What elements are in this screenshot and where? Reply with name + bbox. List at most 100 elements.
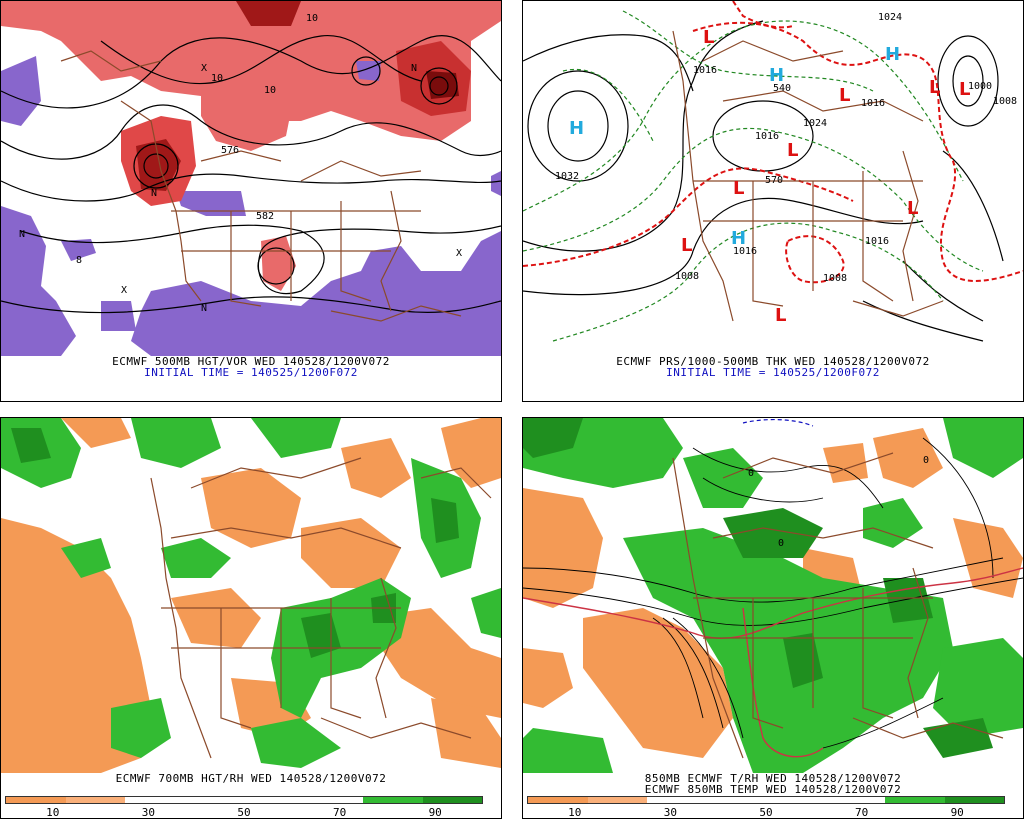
vort-label: 8 xyxy=(76,255,82,266)
colorbar-swatch xyxy=(303,797,363,803)
colorbar-swatch xyxy=(65,797,125,803)
colorbar-tick-label: 30 xyxy=(663,806,678,819)
colorbar-ticks: 10 30 50 70 90 xyxy=(5,806,483,818)
vort-label: N xyxy=(19,229,25,240)
colorbar-swatch xyxy=(6,797,66,803)
neg-vort-area xyxy=(1,206,76,356)
vort-label: X xyxy=(201,63,207,74)
vort-label: N xyxy=(151,188,157,199)
panel-pressure-thickness: 1032 1016 1016 1016 1024 1008 1008 1016 … xyxy=(522,0,1024,402)
panel-subcaption: INITIAL TIME = 140525/1200F072 xyxy=(144,366,358,379)
isobar-label: 1016 xyxy=(865,236,889,247)
panel-caption: ECMWF 500MB HGT/VOR WED 140528/1200V072 xyxy=(112,355,390,368)
rh-colorbar xyxy=(5,796,483,804)
high-pressure-icon: H xyxy=(769,65,784,86)
low-pressure-icon: L xyxy=(839,85,850,106)
thickness-label: 570 xyxy=(765,175,783,186)
colorbar-swatch xyxy=(422,797,482,803)
isobar-label: 1016 xyxy=(693,65,717,76)
political-borders xyxy=(672,452,1004,759)
vort-label: 10 xyxy=(306,13,318,24)
colorbar-swatch xyxy=(244,797,304,803)
colorbar-tick-label: 90 xyxy=(950,806,964,819)
isobar-label: 1024 xyxy=(803,118,827,129)
isobar-label: 1008 xyxy=(993,96,1017,107)
political-borders xyxy=(150,457,492,759)
temp-label: 0 xyxy=(778,538,784,549)
colorbar-tick-label: 10 xyxy=(46,806,60,819)
vorticity-map: N 10 10 10 N N N X X X 582 576 8 xyxy=(1,1,501,356)
colorbar-swatch xyxy=(766,797,826,803)
high-pressure-icon: H xyxy=(885,44,900,65)
neg-vort-area xyxy=(491,171,501,196)
isobar-label: 1016 xyxy=(755,131,779,142)
panel-850mb-temp-rh: 0 0 0 850MB ECMWF T/RH WED 140528/1200V0… xyxy=(522,417,1024,819)
colorbar-swatch xyxy=(706,797,766,803)
high-pressure-icon: H xyxy=(569,118,584,139)
height-label: 582 xyxy=(256,211,274,222)
low-pressure-icon: L xyxy=(929,77,940,98)
low-pressure-icon: L xyxy=(733,178,744,199)
political-borders xyxy=(60,50,462,322)
strong-vort-area xyxy=(236,1,301,26)
low-pressure-icon: L xyxy=(775,305,786,326)
panel-caption: ECMWF 700MB HGT/RH WED 140528/1200V072 xyxy=(115,772,387,785)
colorbar-swatch xyxy=(125,797,185,803)
height-contours xyxy=(1,34,501,314)
pos-vort-area xyxy=(1,1,501,141)
low-pressure-icon: L xyxy=(959,79,970,100)
thickness-label: 540 xyxy=(773,83,791,94)
colorbar-tick-label: 90 xyxy=(428,806,442,819)
isobar-label: 1016 xyxy=(861,98,885,109)
high-pressure-icon: H xyxy=(731,228,746,249)
isobar-label: 1016 xyxy=(733,246,757,257)
colorbar-tick-label: 70 xyxy=(854,806,869,819)
panel-subcaption: ECMWF 850MB TEMP WED 140528/1200V072 xyxy=(644,783,902,796)
political-borders xyxy=(672,30,944,322)
isobar-label: 1032 xyxy=(555,171,579,182)
panel-500mb-vorticity: N 10 10 10 N N N X X X 582 576 8 ECMWF 5… xyxy=(0,0,502,402)
neg-vort-area xyxy=(1,56,41,126)
low-pressure-icon: L xyxy=(787,140,798,161)
colorbar-swatch xyxy=(363,797,423,803)
panel-700mb-rh: ECMWF 700MB HGT/RH WED 140528/1200V072 1… xyxy=(0,417,502,819)
pos-vort-area xyxy=(261,236,296,291)
isobar-label: 1000 xyxy=(968,81,992,92)
thickness-lines xyxy=(523,10,984,342)
low-pressure-icon: L xyxy=(907,198,918,219)
low-pressure-icon: L xyxy=(681,235,692,256)
vort-label: N xyxy=(411,63,417,74)
colorbar-swatch xyxy=(528,797,588,803)
neg-vort-area xyxy=(101,301,136,331)
colorbar-swatch xyxy=(944,797,1004,803)
panel-caption: 850MB ECMWF T/RH WED 140528/1200V072 xyxy=(644,772,902,785)
panel-caption: ECMWF PRS/1000-500MB THK WED 140528/1200… xyxy=(616,355,930,368)
colorbar-swatch xyxy=(825,797,885,803)
temp-label: 0 xyxy=(923,455,929,466)
freezing-line xyxy=(523,567,1023,758)
neg-vort-area xyxy=(131,231,501,356)
colorbar-tick-label: 10 xyxy=(568,806,582,819)
colorbar-swatch xyxy=(647,797,707,803)
neg-vort-area xyxy=(176,191,246,216)
vort-label: 10 xyxy=(264,85,276,96)
isobar-label: 1008 xyxy=(823,273,847,284)
panel-subcaption: INITIAL TIME = 140525/1200F072 xyxy=(666,366,880,379)
strong-vort-area xyxy=(136,139,181,191)
isobar-label: 1008 xyxy=(675,271,699,282)
vort-label: N xyxy=(201,303,207,314)
temp-label: 0 xyxy=(748,468,754,479)
rh-colorbar xyxy=(527,796,1005,804)
rh-850mb-map: 0 0 0 xyxy=(523,418,1023,773)
colorbar-ticks: 10 30 50 70 90 xyxy=(527,806,1005,818)
colorbar-tick-label: 70 xyxy=(332,806,347,819)
colorbar-tick-label: 50 xyxy=(237,806,251,819)
height-label: 576 xyxy=(221,145,239,156)
colorbar-tick-label: 50 xyxy=(759,806,773,819)
colorbar-swatch xyxy=(184,797,244,803)
low-pressure-icon: L xyxy=(703,27,714,48)
vort-label: X xyxy=(121,285,127,296)
vort-label: X xyxy=(456,248,462,259)
colorbar-swatch xyxy=(885,797,945,803)
isobar-label: 1024 xyxy=(878,12,902,23)
